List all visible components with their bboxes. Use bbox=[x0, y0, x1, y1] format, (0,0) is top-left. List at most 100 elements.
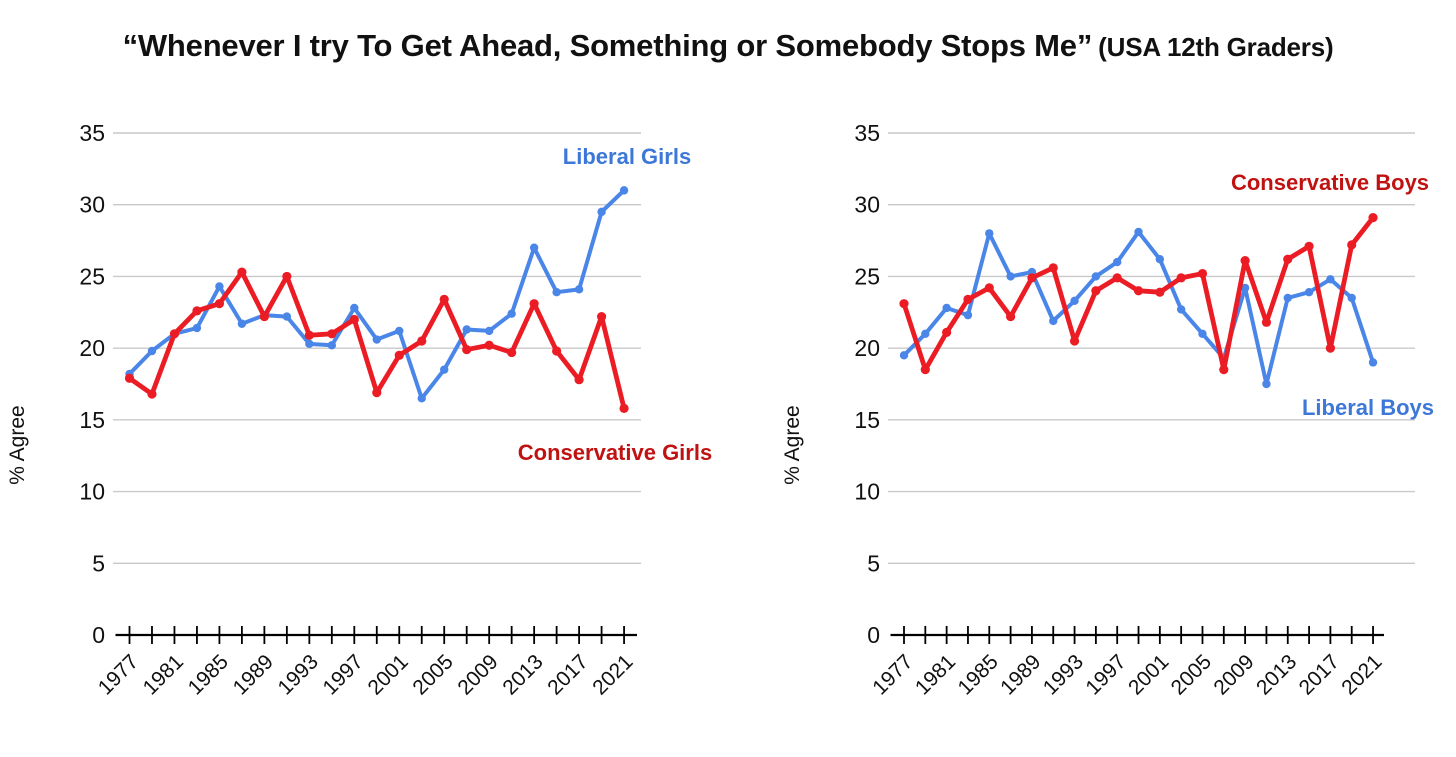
x-tick-label-2009: 2009 bbox=[1209, 650, 1258, 699]
marker-liberal-boys-2015 bbox=[1304, 288, 1314, 297]
series-label-liberal-girls: Liberal Girls bbox=[563, 144, 691, 169]
marker-liberal-boys-2003 bbox=[1176, 305, 1186, 314]
marker-conservative-boys-1987 bbox=[1006, 311, 1016, 322]
marker-liberal-boys-2005 bbox=[1198, 329, 1207, 338]
marker-conservative-girls-1985 bbox=[214, 299, 225, 309]
marker-conservative-girls-2017 bbox=[574, 375, 584, 385]
x-tick-label-1997: 1997 bbox=[319, 650, 368, 699]
y-tick-label-20: 20 bbox=[79, 335, 105, 361]
marker-conservative-boys-2011 bbox=[1261, 317, 1272, 327]
marker-liberal-girls-1979 bbox=[147, 346, 157, 356]
marker-liberal-boys-2011 bbox=[1262, 379, 1271, 389]
marker-liberal-boys-2013 bbox=[1283, 293, 1292, 303]
marker-conservative-girls-1997 bbox=[349, 314, 359, 325]
marker-conservative-boys-2019 bbox=[1347, 240, 1357, 250]
x-tick-label-1989: 1989 bbox=[229, 650, 278, 699]
marker-conservative-girls-1987 bbox=[237, 267, 247, 277]
marker-conservative-girls-2015 bbox=[552, 346, 562, 356]
marker-conservative-boys-1989 bbox=[1027, 273, 1037, 283]
series-label-conservative-girls: Conservative Girls bbox=[518, 440, 712, 465]
y-tick-label-0: 0 bbox=[92, 622, 105, 648]
marker-conservative-boys-2015 bbox=[1304, 241, 1314, 251]
marker-conservative-girls-2013 bbox=[529, 299, 539, 309]
marker-conservative-boys-2021 bbox=[1368, 213, 1378, 223]
y-tick-label-20: 20 bbox=[854, 335, 880, 361]
y-tick-label-15: 15 bbox=[79, 407, 105, 433]
marker-liberal-boys-2001 bbox=[1155, 255, 1165, 264]
marker-conservative-boys-1991 bbox=[1048, 263, 1058, 273]
x-tick-label-2013: 2013 bbox=[498, 650, 547, 699]
marker-liberal-girls-2021 bbox=[619, 186, 629, 195]
x-tick-label-1977: 1977 bbox=[868, 650, 917, 699]
marker-conservative-girls-2003 bbox=[417, 336, 427, 346]
y-tick-label-5: 5 bbox=[867, 550, 880, 576]
marker-liberal-girls-1999 bbox=[372, 335, 381, 344]
x-tick-label-2001: 2001 bbox=[1124, 650, 1173, 699]
marker-liberal-girls-1993 bbox=[305, 339, 314, 349]
marker-conservative-girls-2005 bbox=[439, 294, 449, 304]
marker-liberal-girls-2001 bbox=[395, 326, 404, 336]
series-line-liberal-girls bbox=[127, 188, 627, 401]
marker-conservative-girls-2021 bbox=[619, 403, 629, 413]
x-tick-label-2009: 2009 bbox=[453, 650, 502, 699]
marker-conservative-boys-2013 bbox=[1283, 254, 1293, 264]
x-tick-label-1989: 1989 bbox=[996, 650, 1045, 699]
marker-conservative-girls-1999 bbox=[372, 388, 382, 398]
marker-liberal-girls-2017 bbox=[574, 285, 584, 294]
marker-liberal-boys-1993 bbox=[1070, 296, 1079, 306]
y-tick-label-35: 35 bbox=[79, 120, 105, 146]
x-tick-label-2017: 2017 bbox=[543, 650, 592, 699]
marker-conservative-girls-1981 bbox=[169, 329, 180, 339]
x-tick-label-2013: 2013 bbox=[1252, 650, 1301, 699]
y-tick-label-10: 10 bbox=[79, 479, 105, 505]
x-tick-label-2021: 2021 bbox=[1337, 650, 1386, 699]
x-tick-label-1985: 1985 bbox=[184, 650, 233, 699]
marker-liberal-boys-2021 bbox=[1368, 358, 1378, 367]
x-tick-label-1981: 1981 bbox=[911, 650, 960, 699]
marker-conservative-boys-1993 bbox=[1069, 336, 1080, 346]
marker-conservative-boys-2001 bbox=[1155, 287, 1165, 297]
marker-conservative-boys-2003 bbox=[1176, 273, 1186, 283]
marker-conservative-girls-2001 bbox=[394, 350, 404, 360]
y-tick-label-15: 15 bbox=[854, 407, 880, 433]
marker-liberal-boys-1999 bbox=[1134, 227, 1143, 237]
series-label-liberal-boys: Liberal Boys bbox=[1302, 395, 1434, 420]
marker-liberal-boys-1997 bbox=[1113, 257, 1122, 267]
x-tick-label-2017: 2017 bbox=[1295, 650, 1344, 699]
marker-liberal-girls-2007 bbox=[462, 325, 471, 334]
boys-chart: 0510152025303519771981198519891993199720… bbox=[781, 120, 1434, 700]
x-tick-label-2005: 2005 bbox=[408, 650, 457, 699]
x-tick-label-2005: 2005 bbox=[1167, 650, 1216, 699]
marker-conservative-girls-1983 bbox=[192, 306, 202, 316]
x-tick-label-1993: 1993 bbox=[1039, 650, 1088, 699]
y-tick-label-30: 30 bbox=[854, 192, 880, 218]
marker-conservative-boys-1977 bbox=[899, 299, 909, 309]
marker-conservative-boys-1999 bbox=[1133, 286, 1144, 296]
y-tick-label-25: 25 bbox=[79, 263, 105, 289]
marker-liberal-boys-1977 bbox=[899, 351, 909, 360]
marker-liberal-girls-2011 bbox=[507, 309, 516, 318]
marker-liberal-boys-1983 bbox=[963, 310, 973, 320]
marker-liberal-girls-1985 bbox=[215, 282, 224, 291]
x-tick-label-1981: 1981 bbox=[139, 650, 188, 699]
x-tick-label-1993: 1993 bbox=[274, 650, 323, 699]
x-tick-label-1985: 1985 bbox=[954, 650, 1003, 699]
marker-conservative-girls-2007 bbox=[462, 344, 472, 355]
marker-liberal-boys-1995 bbox=[1091, 272, 1101, 281]
y-tick-label-35: 35 bbox=[854, 120, 880, 146]
x-tick-label-1977: 1977 bbox=[94, 650, 143, 699]
marker-liberal-boys-2019 bbox=[1347, 293, 1356, 303]
marker-conservative-girls-1993 bbox=[304, 330, 314, 340]
x-tick-label-2021: 2021 bbox=[588, 650, 637, 699]
series-label-conservative-boys: Conservative Boys bbox=[1231, 170, 1429, 195]
marker-conservative-boys-1995 bbox=[1091, 286, 1101, 296]
marker-liberal-boys-2009 bbox=[1240, 283, 1250, 293]
marker-liberal-girls-1991 bbox=[282, 312, 292, 321]
chart-title: “Whenever I try To Get Ahead, Something … bbox=[0, 28, 1456, 64]
chart-title-main: “Whenever I try To Get Ahead, Something … bbox=[122, 28, 1093, 63]
marker-liberal-boys-1991 bbox=[1049, 316, 1058, 326]
marker-liberal-boys-1979 bbox=[921, 329, 930, 338]
y-tick-label-0: 0 bbox=[867, 622, 880, 648]
marker-conservative-boys-1985 bbox=[984, 283, 994, 293]
marker-liberal-girls-2019 bbox=[597, 207, 606, 217]
